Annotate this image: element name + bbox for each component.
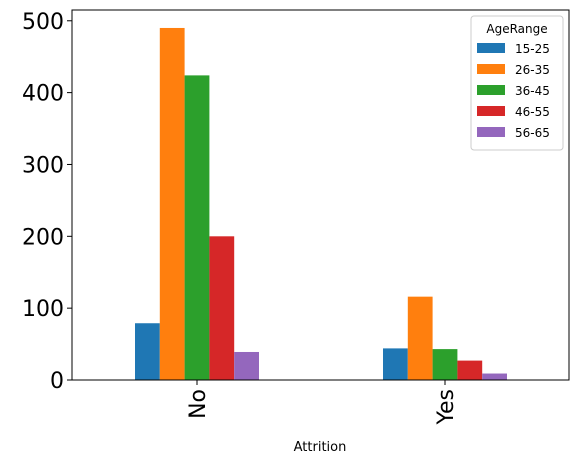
bar-no-15-25	[135, 323, 160, 380]
legend-swatch-26-35	[477, 64, 505, 74]
legend-swatch-56-65	[477, 127, 505, 137]
y-tick-label: 300	[22, 153, 64, 178]
bar-yes-36-45	[432, 349, 458, 380]
legend-swatch-46-55	[477, 106, 505, 116]
x-tick-label: Yes	[434, 389, 459, 426]
bar-yes-26-35	[407, 296, 433, 380]
legend-entry-36-45: 36-45	[515, 84, 550, 98]
y-axis: 0 100 200 300 400 500	[22, 10, 72, 394]
bar-yes-56-65	[482, 373, 507, 380]
bar-no-56-65	[234, 351, 259, 380]
bar-no-36-45	[184, 75, 210, 380]
bar-yes-46-55	[457, 360, 483, 380]
bar-no-46-55	[209, 236, 235, 380]
y-tick-label: 0	[50, 369, 64, 394]
bar-yes-15-25	[383, 348, 408, 380]
y-tick-label: 500	[22, 10, 64, 35]
x-tick-label: No	[186, 389, 211, 419]
plot-frame	[71, 9, 570, 381]
legend-swatch-36-45	[477, 85, 505, 95]
x-axis: No Yes	[186, 380, 459, 426]
legend: AgeRange 15-25 26-35 36-45 46-55 56-65	[470, 15, 564, 151]
bar-no-26-35	[159, 27, 185, 381]
y-tick-label: 400	[22, 82, 64, 107]
legend-swatch-15-25	[477, 43, 505, 53]
legend-title: AgeRange	[486, 22, 547, 36]
legend-entry-26-35: 26-35	[515, 63, 550, 77]
legend-entry-56-65: 56-65	[515, 126, 550, 140]
y-tick-label: 200	[22, 225, 64, 250]
x-axis-label: Attrition	[294, 440, 347, 455]
legend-entry-15-25: 15-25	[515, 42, 550, 56]
legend-entry-46-55: 46-55	[515, 105, 550, 119]
y-tick-label: 100	[22, 297, 64, 322]
bars-layer	[135, 27, 507, 381]
